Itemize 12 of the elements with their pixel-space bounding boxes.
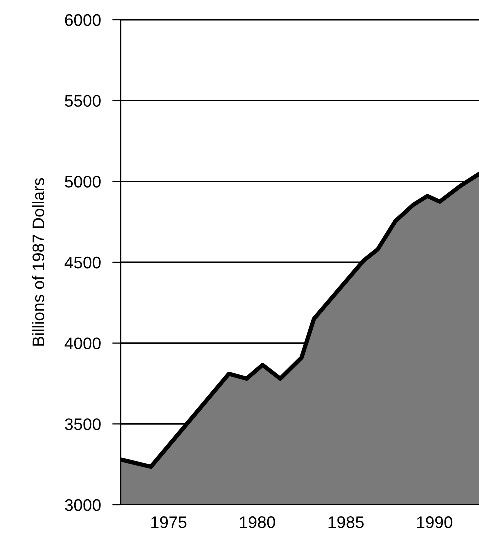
- y-tick-label: 5500: [65, 95, 101, 108]
- y-tick-label: 4500: [64, 256, 101, 269]
- y-tick-label: 3000: [65, 499, 101, 512]
- x-tick-label: 1975: [152, 516, 187, 528]
- y-tick-label: 3500: [65, 418, 101, 430]
- x-tick-label: 1980: [240, 516, 276, 528]
- y-tick-label: 6000: [65, 14, 101, 26]
- y-axis-title: Billions of 1987 Dollars: [32, 178, 45, 346]
- x-tick-label: 1990: [417, 516, 453, 528]
- y-tick-label: 4000: [64, 338, 101, 350]
- y-tick-label: 5000: [65, 176, 101, 188]
- x-tick-label: 1985: [328, 516, 364, 528]
